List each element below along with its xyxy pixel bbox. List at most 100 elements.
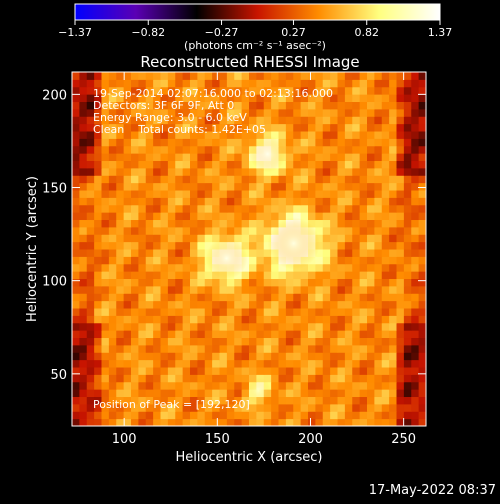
- heatmap-cell: [374, 182, 383, 191]
- heatmap-cell: [337, 278, 346, 287]
- heatmap-cell: [153, 219, 162, 228]
- heatmap-cell: [411, 167, 420, 176]
- heatmap-cell: [219, 101, 228, 110]
- heatmap-cell: [418, 308, 427, 316]
- heatmap-cell: [79, 403, 88, 412]
- heatmap-cell: [116, 381, 125, 390]
- heatmap-cell: [337, 153, 346, 162]
- heatmap-cell: [352, 241, 361, 250]
- heatmap-cell: [101, 175, 110, 184]
- heatmap-cell: [249, 411, 257, 420]
- heatmap-cell: [278, 167, 287, 176]
- heatmap-cell: [234, 285, 243, 294]
- heatmap-cell: [322, 411, 331, 420]
- heatmap-cell: [72, 197, 80, 206]
- heatmap-cell: [411, 344, 420, 353]
- heatmap-cell: [271, 278, 280, 287]
- heatmap-cell: [344, 175, 353, 184]
- heatmap-cell: [285, 403, 294, 412]
- heatmap-cell: [72, 374, 80, 383]
- heatmap-cell: [374, 322, 383, 331]
- heatmap-cell: [381, 190, 390, 198]
- heatmap-cell: [322, 256, 331, 265]
- heatmap-cell: [403, 101, 412, 110]
- heatmap-cell: [381, 167, 390, 176]
- heatmap-cell: [190, 123, 198, 132]
- heatmap-cell: [367, 175, 375, 184]
- heatmap-cell: [389, 263, 398, 272]
- heatmap-cell: [101, 145, 110, 154]
- heatmap-cell: [367, 396, 375, 405]
- heatmap-cell: [116, 101, 125, 110]
- heatmap-cell: [367, 337, 375, 346]
- heatmap-cell: [116, 389, 125, 398]
- heatmap-cell: [197, 344, 206, 353]
- heatmap-cell: [145, 219, 154, 228]
- heatmap-cell: [322, 72, 331, 80]
- heatmap-cell: [79, 167, 88, 176]
- heatmap-cell: [160, 396, 169, 405]
- heatmap-cell: [167, 190, 176, 198]
- heatmap-cell: [374, 285, 383, 294]
- heatmap-cell: [108, 123, 117, 132]
- heatmap-cell: [204, 167, 213, 176]
- heatmap-cell: [175, 337, 184, 346]
- heatmap-cell: [138, 367, 147, 375]
- heatmap-cell: [153, 367, 162, 375]
- heatmap-cell: [308, 197, 316, 206]
- heatmap-cell: [396, 285, 405, 294]
- heatmap-cell: [116, 190, 125, 198]
- heatmap-cell: [160, 72, 169, 80]
- heatmap-cell: [212, 352, 221, 361]
- heatmap-cell: [359, 86, 368, 95]
- heatmap-cell: [344, 131, 353, 139]
- heatmap-cell: [86, 86, 95, 95]
- heatmap-cell: [389, 337, 398, 346]
- heatmap-cell: [138, 182, 147, 191]
- heatmap-cell: [153, 241, 162, 250]
- heatmap-cell: [374, 226, 383, 235]
- heatmap-cell: [175, 86, 184, 95]
- heatmap-cell: [219, 374, 228, 383]
- heatmap-cell: [293, 182, 302, 191]
- heatmap-cell: [72, 411, 80, 420]
- heatmap-cell: [403, 374, 412, 383]
- heatmap-cell: [219, 219, 228, 228]
- colorbar-gradient: [74, 3, 441, 21]
- heatmap-cell: [167, 263, 176, 272]
- heatmap-cell: [330, 108, 339, 117]
- heatmap-cell: [403, 403, 412, 412]
- heatmap-cell: [204, 381, 213, 390]
- heatmap-cell: [300, 285, 309, 294]
- heatmap-cell: [396, 381, 405, 390]
- heatmap-cell: [271, 285, 280, 294]
- heatmap-cell: [86, 389, 95, 398]
- info-time-range: 19-Sep-2014 02:07:16.000 to 02:13:16.000: [93, 87, 333, 100]
- heatmap-cell: [190, 138, 198, 147]
- heatmap-cell: [411, 285, 420, 294]
- heatmap-cell: [190, 418, 198, 427]
- heatmap-cell: [212, 234, 221, 243]
- heatmap-cell: [175, 263, 184, 272]
- heatmap-cell: [389, 330, 398, 339]
- heatmap-cell: [182, 374, 191, 383]
- heatmap-cell: [219, 72, 228, 80]
- heatmap-cell: [285, 293, 294, 302]
- heatmap-cell: [293, 374, 302, 383]
- heatmap-cell: [381, 249, 390, 257]
- heatmap-cell: [226, 79, 235, 88]
- heatmap-cell: [241, 367, 250, 375]
- heatmap-cell: [131, 381, 139, 390]
- heatmap-cell: [359, 138, 368, 147]
- chart-title: Reconstructed RHESSI Image: [140, 53, 359, 71]
- heatmap-cell: [330, 86, 339, 95]
- heatmap-cell: [381, 374, 390, 383]
- heatmap-cell: [234, 359, 243, 368]
- heatmap-cell: [293, 418, 302, 427]
- heatmap-cell: [344, 322, 353, 331]
- heatmap-cell: [138, 212, 147, 221]
- info-energy-range: Energy Range: 3.0 - 6.0 keV: [93, 111, 247, 124]
- heatmap-cell: [94, 86, 103, 95]
- heatmap-cell: [418, 116, 427, 125]
- heatmap-cell: [293, 212, 302, 221]
